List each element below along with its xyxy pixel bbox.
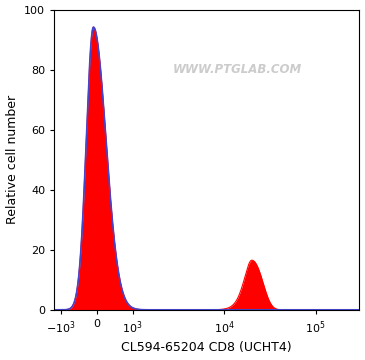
Y-axis label: Relative cell number: Relative cell number xyxy=(5,95,19,225)
X-axis label: CL594-65204 CD8 (UCHT4): CL594-65204 CD8 (UCHT4) xyxy=(122,341,292,355)
Text: WWW.PTGLAB.COM: WWW.PTGLAB.COM xyxy=(173,63,302,76)
